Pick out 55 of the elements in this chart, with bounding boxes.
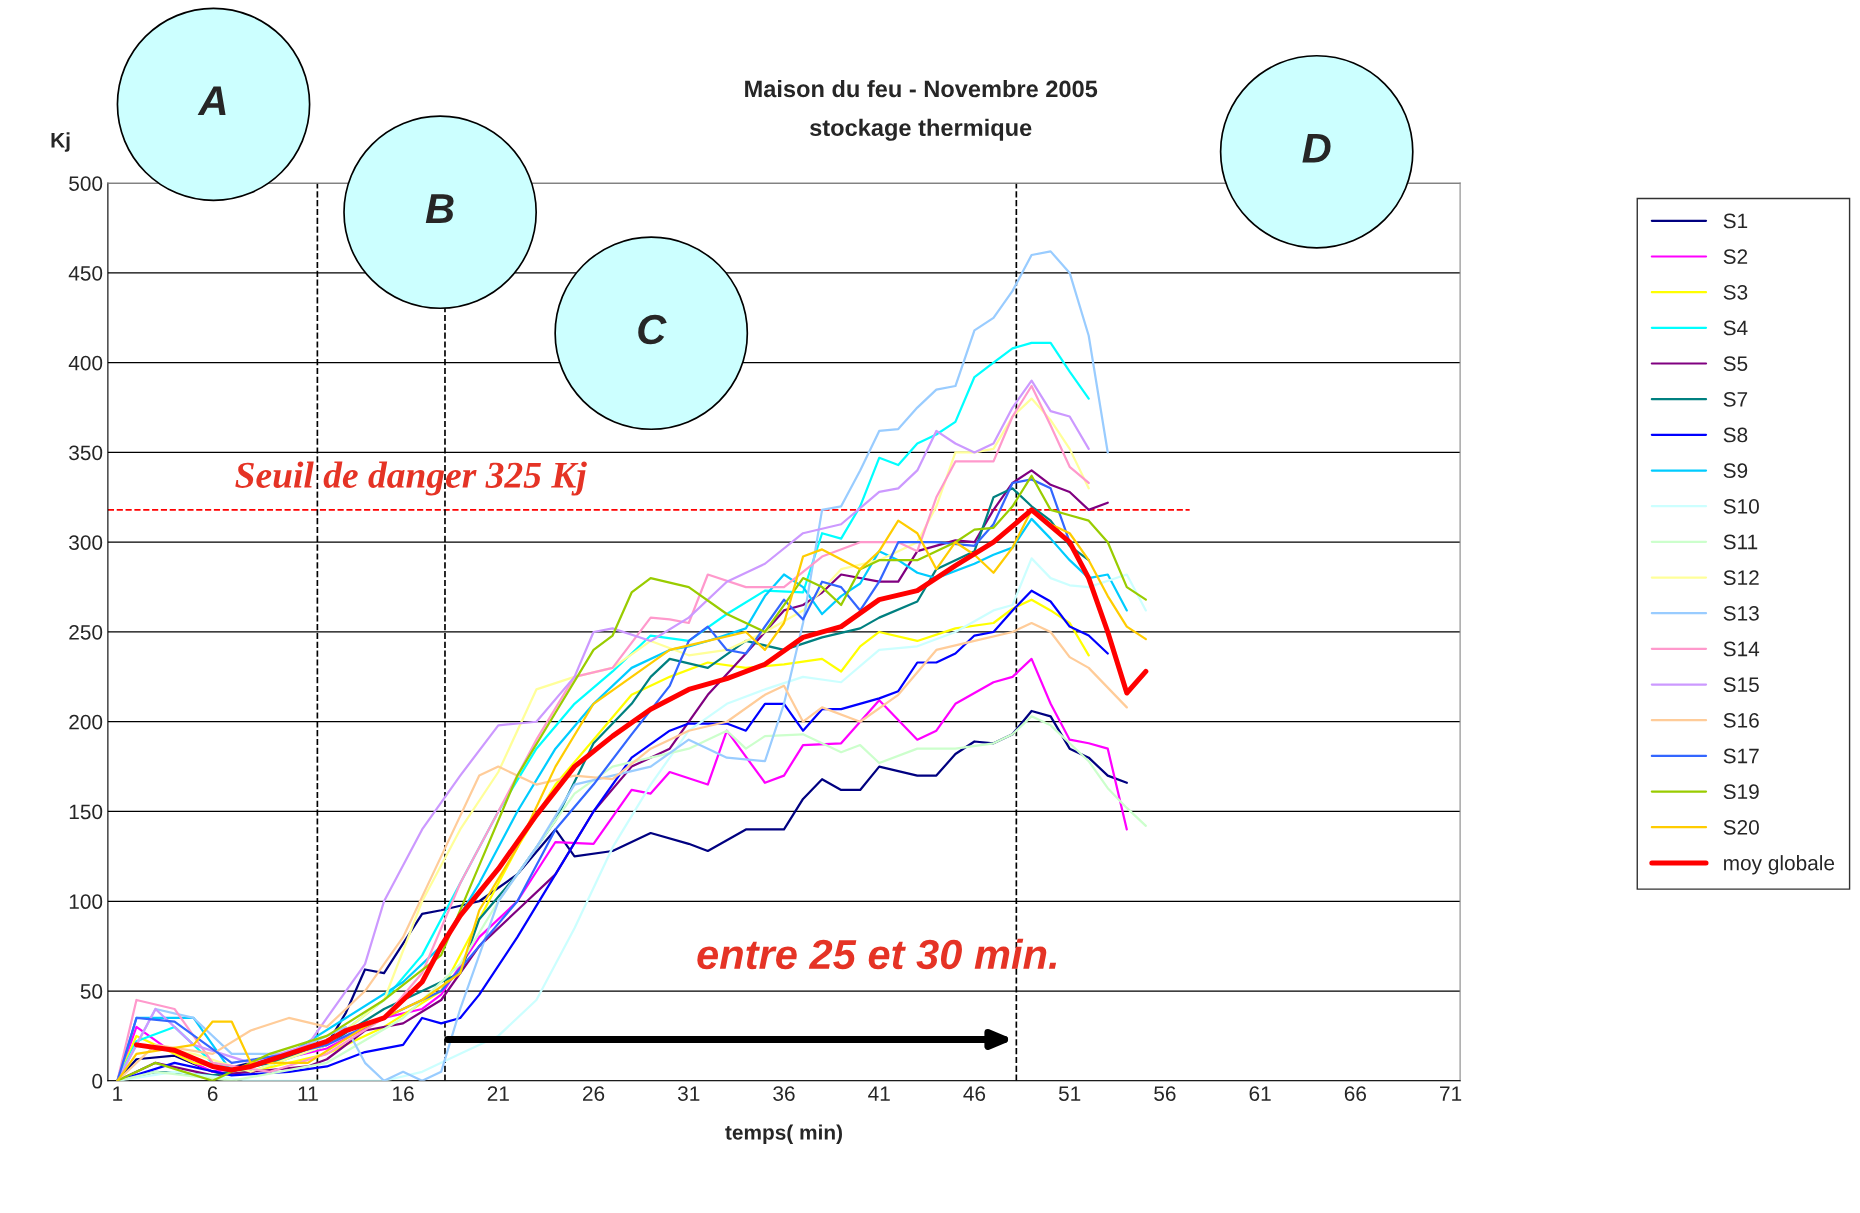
chart-title: Maison du feu - Novembre 2005 — [745, 79, 1098, 98]
legend-label: S11 — [1723, 534, 1758, 550]
x-tick-label: 26 — [583, 1086, 605, 1101]
legend-label: S8 — [1723, 427, 1748, 443]
legend-label: S19 — [1723, 784, 1759, 800]
annotation: entre 25 et 30 min. — [697, 938, 1057, 970]
x-tick-label: 31 — [677, 1086, 700, 1101]
legend-label: S15 — [1723, 677, 1759, 693]
y-tick-label: 350 — [69, 445, 103, 461]
y-tick-label: 300 — [69, 535, 103, 550]
x-tick-label: 66 — [1344, 1086, 1367, 1101]
x-tick-label: 1 — [113, 1086, 123, 1101]
y-axis-title: Kj — [51, 132, 70, 152]
y-tick-label: 50 — [80, 984, 103, 999]
legend-label: S12 — [1723, 570, 1759, 586]
legend-label: S3 — [1723, 284, 1748, 300]
text: D — [1302, 133, 1331, 163]
x-tick-label: 21 — [487, 1086, 509, 1101]
x-axis-title: temps( min) — [725, 1124, 842, 1144]
x-tick-label: 36 — [773, 1086, 795, 1101]
x-tick-label: 61 — [1249, 1086, 1271, 1101]
x-tick-label: 51 — [1058, 1086, 1081, 1101]
x-tick-label: 71 — [1440, 1086, 1462, 1101]
y-tick-label: 450 — [68, 265, 103, 281]
legend-label: S5 — [1723, 356, 1748, 371]
legend-label: S9 — [1723, 463, 1748, 479]
legend-label: S14 — [1723, 641, 1760, 657]
text: A — [197, 86, 226, 116]
y-tick-label: 400 — [68, 355, 103, 371]
legend-label: S2 — [1723, 249, 1748, 264]
annotation: B — [425, 194, 454, 224]
legend-label: moy globale — [1724, 855, 1835, 875]
y-tick-label: 250 — [69, 624, 103, 640]
ref-line-label: Seuil de danger 325 Kj — [235, 461, 587, 496]
legend-label: S20 — [1723, 819, 1759, 835]
chart-subtitle: stockage thermique — [810, 118, 1032, 141]
x-tick-label: 6 — [207, 1086, 218, 1101]
x-tick-label: 41 — [868, 1086, 890, 1101]
legend-label: S17 — [1723, 748, 1759, 764]
legend-label: S16 — [1723, 712, 1759, 728]
y-tick-label: 150 — [69, 804, 103, 820]
legend-label: S13 — [1723, 605, 1759, 621]
legend-label: S1 — [1723, 213, 1748, 229]
x-tick-label: 46 — [963, 1086, 986, 1101]
y-tick-label: 500 — [69, 176, 103, 191]
y-tick-label: 0 — [92, 1073, 103, 1089]
legend-label: S10 — [1723, 498, 1759, 514]
y-tick-label: 200 — [69, 714, 103, 730]
legend-label: S7 — [1723, 391, 1748, 407]
x-tick-label: 11 — [298, 1086, 318, 1101]
legend-label: S4 — [1723, 320, 1748, 336]
annotation: C — [638, 314, 667, 345]
y-tick-label: 100 — [69, 894, 103, 910]
x-tick-label: 16 — [393, 1086, 414, 1101]
x-tick-label: 56 — [1154, 1086, 1176, 1101]
